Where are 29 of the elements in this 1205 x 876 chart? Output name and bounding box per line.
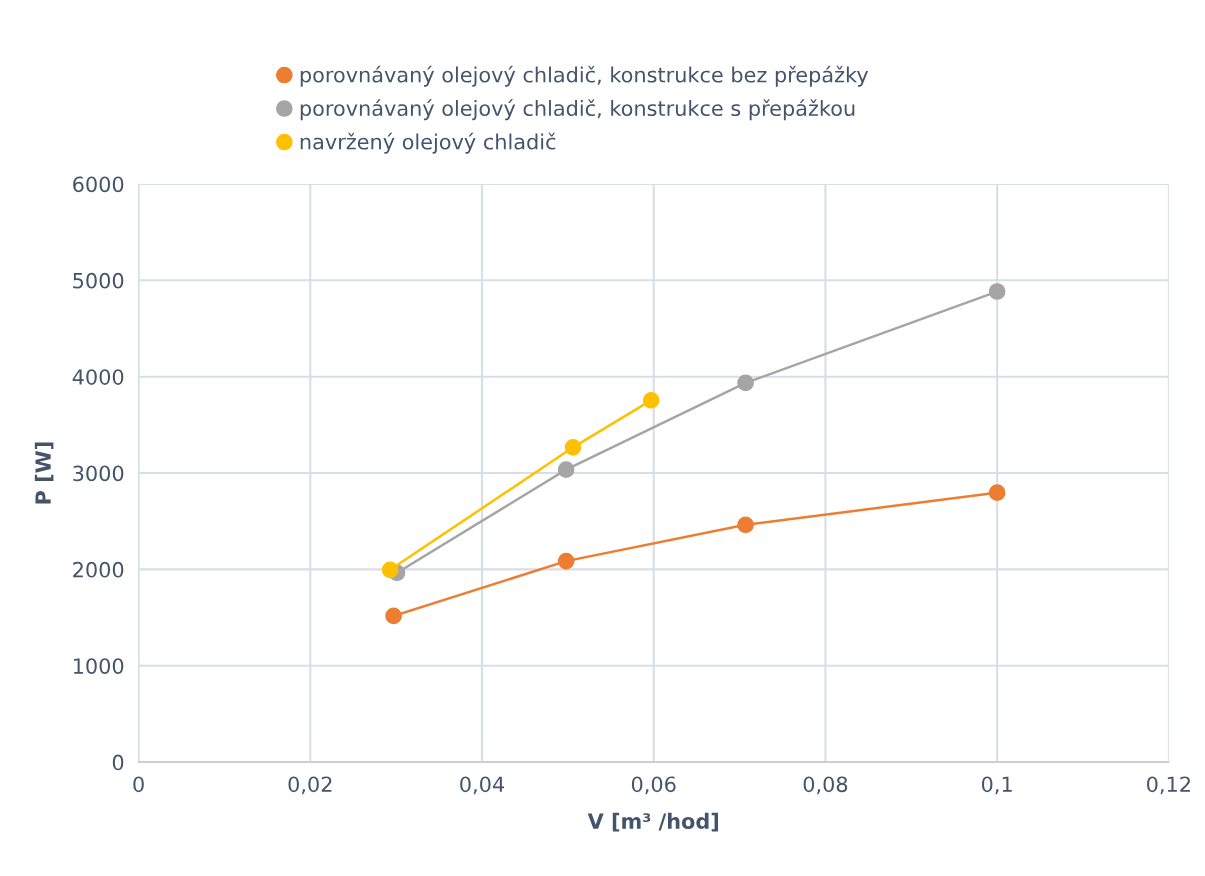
point (737, 516, 754, 534)
x-tick-label: 0,08 (803, 776, 848, 795)
point (737, 374, 754, 392)
x-tick-label: 0,12 (1147, 776, 1190, 795)
legend-label: navržený olejový chladič (300, 132, 556, 154)
x-tick-label: 0,1 (981, 776, 1012, 795)
y-tick-label: 0 (112, 754, 124, 771)
y-axis-title: P [W] (34, 442, 54, 504)
y-tick-label: 4000 (72, 369, 124, 385)
x-tick-label: 0 (133, 776, 144, 793)
x-axis-title: V [m³ /hod] (587, 812, 719, 832)
y-tick-label: 2000 (73, 561, 124, 578)
point (988, 283, 1006, 300)
legend-label: porovnávaný olejový chladič, konstrukce s přepážkou (300, 99, 855, 121)
point (564, 438, 582, 456)
y-tick-label: 6000 (73, 176, 124, 193)
x-tick-label: 0,04 (460, 776, 505, 795)
point (557, 552, 575, 570)
y-tick-label: 3000 (73, 465, 124, 482)
x-tick-label: 0,02 (288, 776, 332, 795)
point (557, 461, 575, 479)
y-tick-label: 5000 (73, 272, 124, 289)
x-tick-label: 0,06 (631, 776, 676, 795)
legend-label: porovnávaný olejový chladič, konstrukce bez přepážky (300, 65, 869, 87)
point (642, 391, 660, 409)
y-tick-label: 1000 (73, 658, 124, 674)
point (381, 561, 399, 579)
point (988, 484, 1006, 502)
point (385, 607, 402, 625)
